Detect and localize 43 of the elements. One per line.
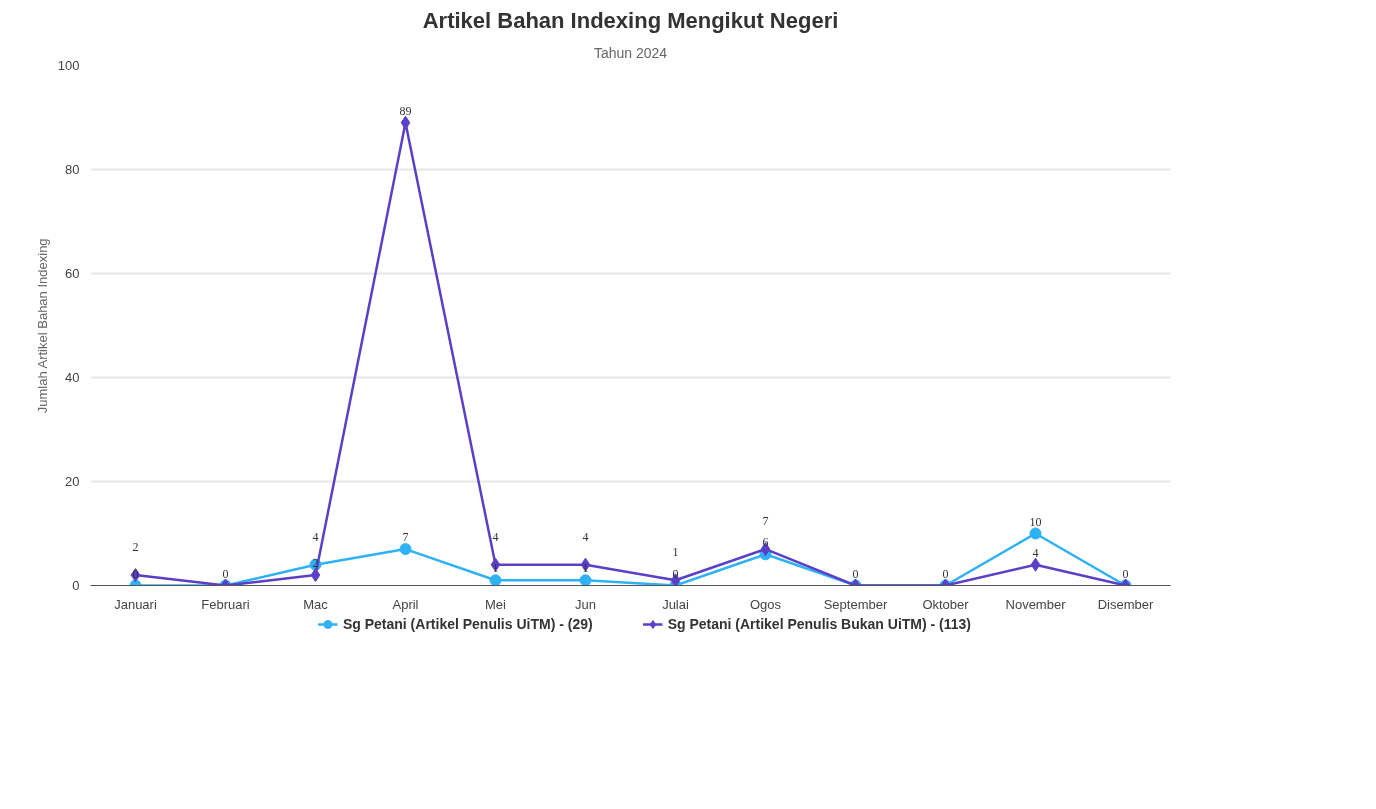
x-tick-label: Julai bbox=[662, 596, 689, 612]
data-label: 4 bbox=[1032, 545, 1039, 560]
chart-title: Artikel Bahan Indexing Mengikut Negeri bbox=[422, 7, 839, 33]
x-tick-label: Januari bbox=[114, 596, 157, 612]
data-label: 4 bbox=[492, 529, 499, 544]
data-label: 6 bbox=[762, 535, 769, 550]
x-tick-label: Ogos bbox=[749, 596, 782, 612]
x-tick-label: Mac bbox=[303, 596, 329, 612]
data-label: 4 bbox=[312, 529, 319, 544]
x-tick-label: Oktober bbox=[922, 596, 970, 612]
x-tick-label: September bbox=[823, 596, 888, 612]
x-tick-label: April bbox=[392, 596, 419, 612]
data-label: 10 bbox=[1029, 514, 1042, 529]
y-tick-label: 100 bbox=[57, 58, 80, 73]
y-tick-label: 20 bbox=[65, 474, 80, 489]
data-label: 1 bbox=[672, 545, 679, 560]
data-label: 1 bbox=[492, 561, 499, 576]
data-label: 1 bbox=[582, 561, 589, 576]
x-tick-label: Mei bbox=[485, 596, 507, 612]
x-tick-label: November bbox=[1005, 596, 1067, 612]
data-label: 0 bbox=[672, 566, 679, 581]
x-tick-label: Februari bbox=[201, 596, 250, 612]
data-label: 2 bbox=[312, 556, 319, 571]
chart-subtitle: Tahun 2024 bbox=[593, 44, 668, 61]
data-label: 89 bbox=[399, 103, 412, 118]
y-tick-label: 80 bbox=[65, 162, 80, 177]
y-axis-title: Jumlah Artikel Bahan Indexing bbox=[34, 238, 50, 414]
data-label: 4 bbox=[582, 529, 589, 544]
data-label: 7 bbox=[402, 530, 409, 545]
data-label: 2 bbox=[132, 540, 139, 555]
data-label: 0 bbox=[132, 566, 139, 581]
data-label: 0 bbox=[942, 566, 949, 581]
data-label: 0 bbox=[852, 566, 859, 581]
y-tick-label: 60 bbox=[65, 266, 80, 281]
x-tick-label: Disember bbox=[1097, 596, 1154, 612]
x-tick-label: Jun bbox=[575, 596, 596, 612]
y-tick-label: 40 bbox=[65, 370, 80, 385]
data-label: 0 bbox=[1122, 566, 1129, 581]
legend-label: Sg Petani (Artikel Penulis Bukan UiTM) - (113) bbox=[667, 616, 972, 632]
data-label: 0 bbox=[222, 566, 229, 581]
y-tick-label: 0 bbox=[72, 578, 80, 593]
legend-label: Sg Petani (Artikel Penulis UiTM) - (29) bbox=[342, 616, 593, 632]
data-label: 7 bbox=[762, 514, 769, 529]
